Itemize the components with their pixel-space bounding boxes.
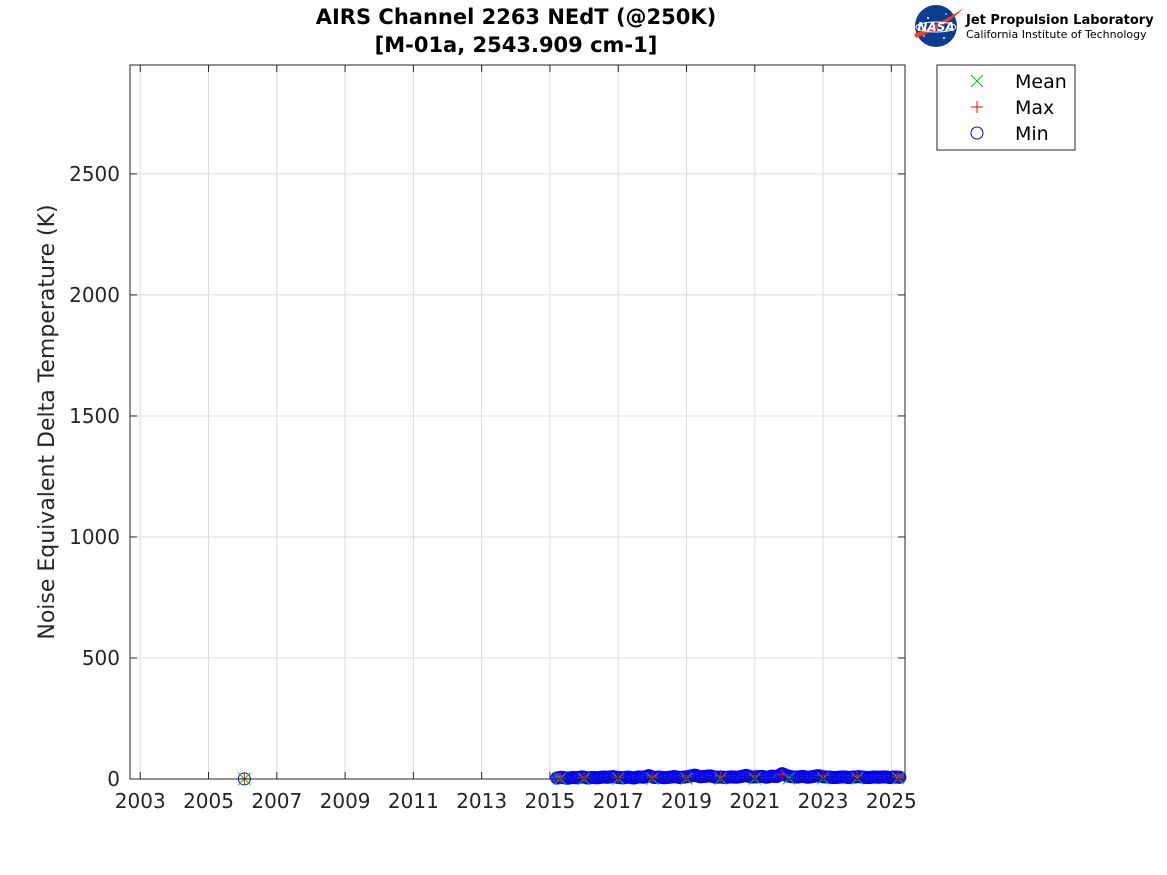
- x-tick-label: 2007: [251, 789, 302, 813]
- chart-subtitle: [M-01a, 2543.909 cm-1]: [375, 33, 658, 57]
- x-tick-label: 2017: [593, 789, 644, 813]
- jpl-logo: NASA Jet Propulsion Laboratory Californi…: [914, 5, 1154, 47]
- logo-org-name: Jet Propulsion Laboratory: [965, 13, 1154, 28]
- y-tick-labels: 0 500 1000 1500 2000 2500: [69, 162, 120, 791]
- point-max: [646, 771, 659, 784]
- legend-marker-min: [970, 126, 984, 140]
- x-tick-label: 2005: [183, 789, 234, 813]
- point-max: [851, 770, 864, 783]
- legend-label: Max: [1015, 97, 1054, 119]
- plot-background: [130, 65, 905, 779]
- nasa-meatball-icon: NASA: [914, 5, 964, 47]
- y-tick-label: 0: [107, 767, 120, 791]
- legend-label: Min: [1015, 123, 1049, 145]
- legend-box: [936, 64, 1076, 151]
- y-tick-label: 2500: [69, 162, 120, 186]
- x-tick-label: 2019: [661, 789, 712, 813]
- legend-label: Mean: [1015, 71, 1067, 93]
- x-tick-label: 2003: [115, 789, 166, 813]
- legend-marker-max: [971, 101, 983, 113]
- legend: Mean Max Min: [936, 64, 1076, 151]
- legend-entry-min: Min: [970, 123, 1049, 145]
- logo-org-sub: California Institute of Technology: [966, 28, 1147, 41]
- y-tick-label: 1000: [69, 525, 120, 549]
- data-points: [237, 767, 907, 786]
- x-tick-label: 2009: [320, 789, 371, 813]
- nasa-badge-text: NASA: [917, 20, 954, 34]
- x-tick-label: 2021: [729, 789, 780, 813]
- chart-title: AIRS Channel 2263 NEdT (@250K): [316, 5, 717, 29]
- legend-entry-mean: Mean: [970, 71, 1067, 93]
- legend-marker-mean: [970, 74, 984, 88]
- plot-area: [129, 64, 907, 786]
- y-tick-label: 1500: [69, 404, 120, 428]
- plot-frame: [129, 64, 906, 780]
- tick-marks: [130, 65, 905, 780]
- point-max: [578, 771, 591, 784]
- y-tick-label: 2000: [69, 283, 120, 307]
- grid-lines: [130, 65, 905, 780]
- point-max: [554, 772, 567, 785]
- x-tick-label: 2025: [866, 789, 917, 813]
- x-tick-label: 2013: [456, 789, 507, 813]
- x-tick-labels: 2003 2005 2007 2009 2011 2013 2015 2017 2019 2021…: [115, 789, 917, 813]
- y-tick-label: 500: [82, 646, 120, 670]
- point-max: [714, 770, 727, 783]
- y-axis-label: Noise Equivalent Delta Temperature (K): [35, 204, 60, 639]
- x-tick-label: 2011: [388, 789, 439, 813]
- point-max: [892, 770, 905, 783]
- legend-entry-max: Max: [971, 97, 1054, 119]
- x-tick-label: 2015: [524, 789, 575, 813]
- x-tick-label: 2023: [798, 789, 849, 813]
